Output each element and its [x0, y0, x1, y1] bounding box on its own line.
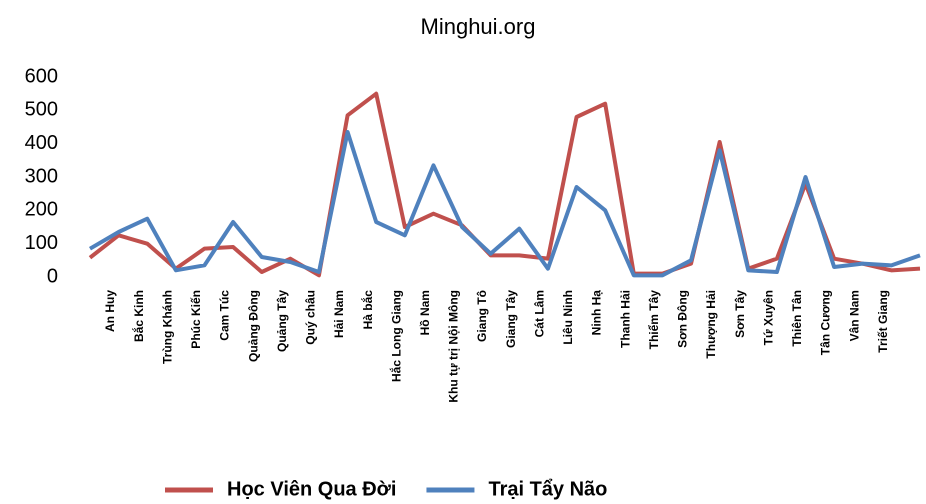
y-tick-label: 0 — [47, 265, 58, 287]
x-tick-label: Sơn Tây — [733, 290, 747, 338]
x-tick-label: Thanh Hải — [618, 290, 632, 348]
x-tick-label: Khu tự trị Nội Mông — [447, 290, 461, 403]
chart-title: Minghui.org — [421, 14, 536, 39]
x-tick-label: Thiểm Tây — [647, 290, 661, 350]
x-tick-label: Sơn Đông — [676, 290, 690, 348]
x-tick-label: An Huy — [103, 290, 117, 332]
y-tick-label: 400 — [25, 132, 58, 154]
y-tick-label: 500 — [25, 99, 58, 121]
y-tick-label: 600 — [25, 65, 58, 87]
x-tick-label: Phúc Kiến — [189, 290, 203, 349]
x-tick-label: Tân Cương — [819, 290, 833, 355]
x-tick-label: Thiên Tân — [790, 290, 804, 347]
y-tick-label: 200 — [25, 199, 58, 221]
x-tick-label: Vân Nam — [847, 290, 861, 341]
x-tick-label: Quảng Tây — [275, 290, 289, 352]
x-tick-label: Hắc Long Giang — [388, 290, 403, 382]
x-tick-label: Quảng Đông — [246, 290, 260, 362]
x-tick-label: Bắc Kinh — [131, 290, 146, 342]
x-tick-label: Trùng Khánh — [160, 290, 174, 364]
x-tick-label: Hải Nam — [332, 290, 346, 338]
x-tick-label: Cam Túc — [218, 290, 232, 341]
x-tick-label: Liêu Ninh — [561, 290, 575, 345]
x-tick-label: Thượng Hải — [704, 290, 718, 359]
x-tick-label: Hồ Nam — [418, 290, 432, 335]
y-tick-label: 100 — [25, 232, 58, 254]
x-tick-label: Giang Tây — [504, 290, 518, 348]
series-line — [88, 91, 921, 278]
series-line — [88, 130, 921, 278]
x-tick-label: Cát Lâm — [532, 290, 546, 337]
x-tick-label: Tứ Xuyên — [761, 290, 775, 345]
x-tick-label: Quý châu — [304, 290, 318, 345]
x-tick-label: Ninh Hạ — [590, 290, 604, 336]
x-tick-label: Triết Giang — [876, 290, 890, 353]
legend-label: Trại Tẩy Não — [488, 478, 607, 500]
x-tick-label: Giang Tô — [475, 290, 489, 342]
legend-label: Học Viên Qua Đời — [227, 478, 396, 500]
x-tick-label: Hà bắc — [360, 290, 375, 330]
y-tick-label: 300 — [25, 165, 58, 187]
